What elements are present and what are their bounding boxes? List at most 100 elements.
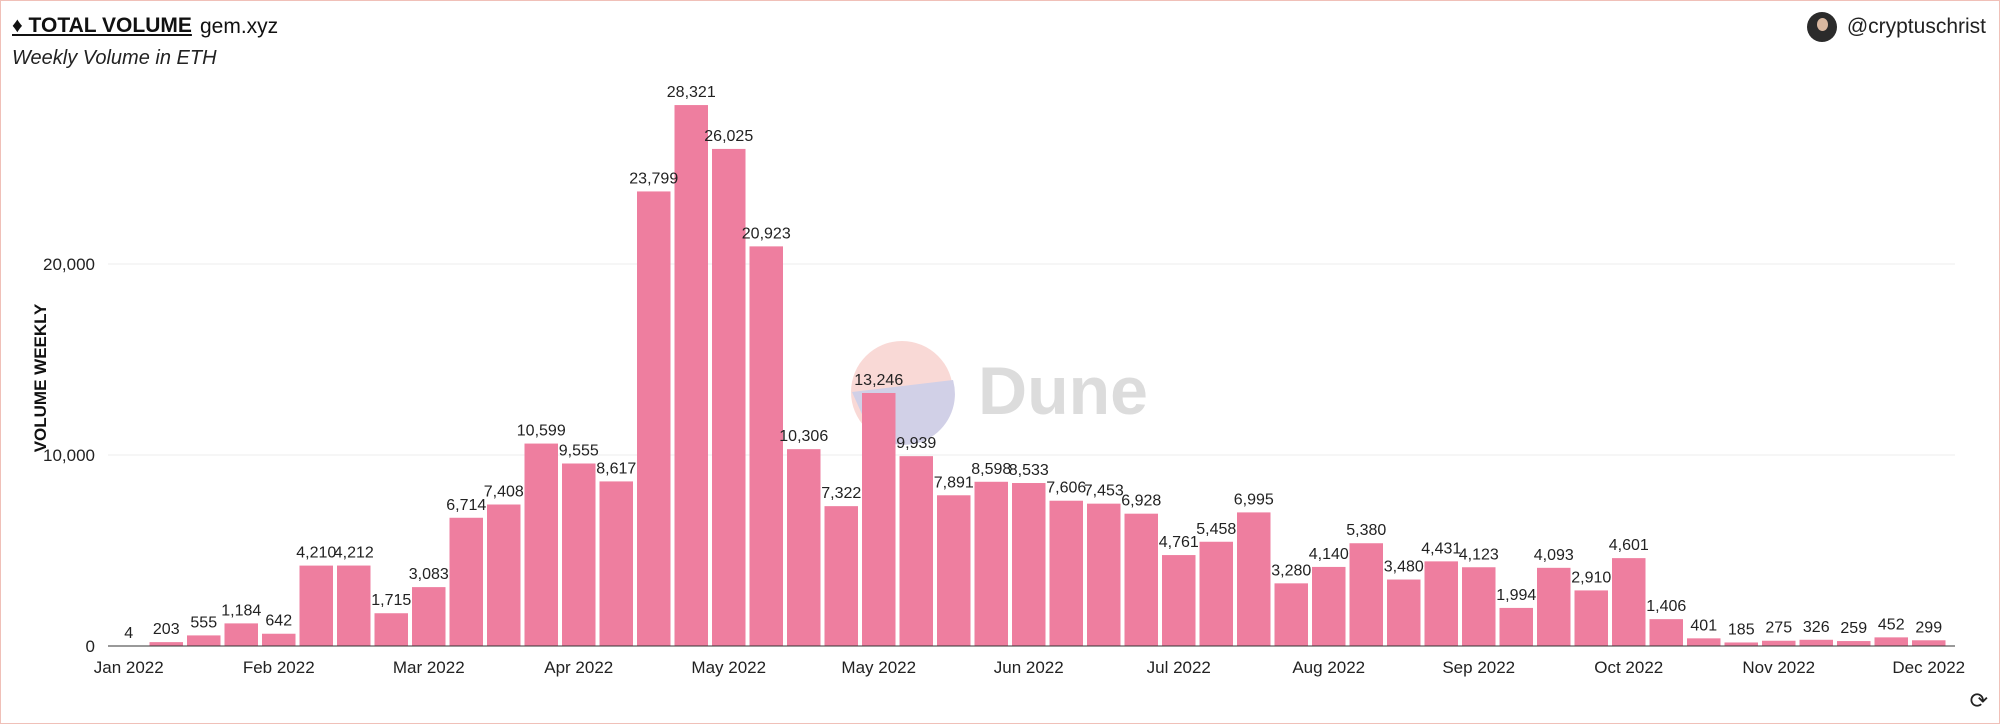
bar[interactable]: [1124, 513, 1159, 646]
bar[interactable]: [1574, 590, 1609, 646]
bar[interactable]: [712, 148, 746, 647]
bar-value-label: 8,598: [971, 461, 1011, 478]
bar[interactable]: [1424, 561, 1459, 646]
dune-watermark: Dune: [851, 341, 1148, 445]
bar[interactable]: [1687, 638, 1721, 646]
bar[interactable]: [937, 495, 971, 646]
x-tick-label: Sep 2022: [1442, 658, 1515, 677]
bar[interactable]: [187, 635, 221, 646]
x-tick-label: Aug 2022: [1292, 658, 1365, 677]
bar[interactable]: [637, 191, 671, 647]
bar[interactable]: [1349, 543, 1384, 646]
bar-value-label: 642: [265, 613, 292, 630]
bar[interactable]: [1799, 639, 1834, 646]
bar[interactable]: [1874, 637, 1909, 646]
bar-value-label: 10,599: [517, 423, 566, 440]
bar-value-label: 4,212: [334, 545, 374, 562]
bar-value-label: 4,210: [296, 545, 336, 562]
avatar: [1806, 12, 1837, 42]
bar-value-label: 20,923: [742, 225, 791, 242]
bar[interactable]: [337, 565, 371, 646]
bar-value-label: 9,555: [559, 442, 599, 459]
bar[interactable]: [1462, 567, 1496, 646]
bar-value-label: 275: [1765, 620, 1792, 637]
bar[interactable]: [1612, 558, 1646, 646]
chart-title[interactable]: ♦ TOTAL VOLUME: [12, 14, 192, 37]
bar[interactable]: [1162, 555, 1196, 646]
watermark-text: Dune: [978, 353, 1148, 429]
bar-value-label: 1,715: [371, 592, 411, 609]
bar-value-label: 1,406: [1646, 598, 1686, 615]
bar[interactable]: [224, 623, 259, 646]
bar[interactable]: [1199, 541, 1234, 646]
bar-value-label: 28,321: [667, 84, 716, 101]
bar[interactable]: [1499, 607, 1534, 646]
bar[interactable]: [1012, 483, 1046, 646]
bar[interactable]: [1724, 642, 1759, 646]
bar[interactable]: [599, 481, 634, 646]
bar[interactable]: [1912, 640, 1946, 646]
bar-value-label: 299: [1915, 619, 1942, 636]
bar[interactable]: [1312, 566, 1346, 646]
bar-value-label: 4,431: [1421, 540, 1461, 557]
bar-value-label: 7,891: [934, 474, 974, 491]
bar[interactable]: [449, 517, 484, 646]
bar[interactable]: [412, 587, 446, 646]
y-axis-label: VOLUME WEEKLY: [31, 303, 50, 452]
bar[interactable]: [149, 642, 184, 646]
bar[interactable]: [749, 246, 784, 646]
bar-value-label: 5,458: [1196, 521, 1236, 538]
bar-value-label: 10,306: [779, 428, 828, 445]
bar-value-label: 6,995: [1234, 491, 1274, 508]
bar-value-label: 326: [1803, 619, 1830, 636]
bar[interactable]: [674, 105, 709, 646]
y-tick-label: 0: [86, 637, 95, 656]
bar-value-label: 203: [153, 621, 180, 638]
bar-value-label: 7,606: [1046, 480, 1086, 497]
bar-value-label: 6,928: [1121, 493, 1161, 510]
bar[interactable]: [1649, 619, 1684, 646]
bar[interactable]: [1837, 641, 1871, 646]
bar-value-label: 4,123: [1459, 546, 1499, 563]
bar[interactable]: [1049, 500, 1084, 646]
bar[interactable]: [1087, 503, 1121, 646]
bar[interactable]: [1537, 567, 1571, 646]
x-tick-label: Dec 2022: [1892, 658, 1965, 677]
bar[interactable]: [487, 504, 521, 646]
x-tick-label: Jan 2022: [94, 658, 164, 677]
bar-value-label: 3,280: [1271, 562, 1311, 579]
bar[interactable]: [1274, 583, 1309, 646]
bar[interactable]: [1762, 640, 1796, 646]
axes: 0 10,000 20,000 Jan 2022 Feb 2022 Mar 2022 Apr…: [43, 255, 1965, 677]
bar[interactable]: [787, 449, 821, 646]
bar-value-label: 259: [1840, 620, 1867, 637]
bar[interactable]: [899, 456, 934, 646]
bar-value-label: 1,184: [221, 602, 261, 619]
bar-value-label: 6,714: [446, 497, 486, 514]
grid-lines: [108, 263, 1955, 456]
bar[interactable]: [524, 443, 559, 646]
author-badge[interactable]: @cryptuschrist: [1806, 12, 1986, 42]
bar-value-label: 3,480: [1384, 559, 1424, 576]
bar[interactable]: [262, 633, 296, 646]
bar-value-label: 3,083: [409, 566, 449, 583]
bar[interactable]: [374, 613, 409, 646]
bar-value-label: 4,601: [1609, 537, 1649, 554]
author-name: @cryptuschrist: [1846, 15, 1986, 38]
bar[interactable]: [1237, 512, 1271, 646]
bar-value-label: 4,093: [1534, 547, 1574, 564]
bar[interactable]: [1387, 579, 1421, 646]
bar[interactable]: [562, 463, 596, 646]
bar-value-label: 9,939: [896, 435, 936, 452]
bar-value-label: 1,994: [1496, 587, 1536, 604]
bar-value-label: 7,322: [821, 485, 861, 502]
bar[interactable]: [824, 506, 859, 646]
bar[interactable]: [299, 565, 334, 646]
refresh-icon[interactable]: ⟳: [1969, 688, 1988, 713]
bar-value-label: 4,140: [1309, 546, 1349, 563]
bar[interactable]: [974, 481, 1009, 646]
x-tick-label: Jul 2022: [1147, 658, 1211, 677]
bar[interactable]: [862, 393, 896, 646]
